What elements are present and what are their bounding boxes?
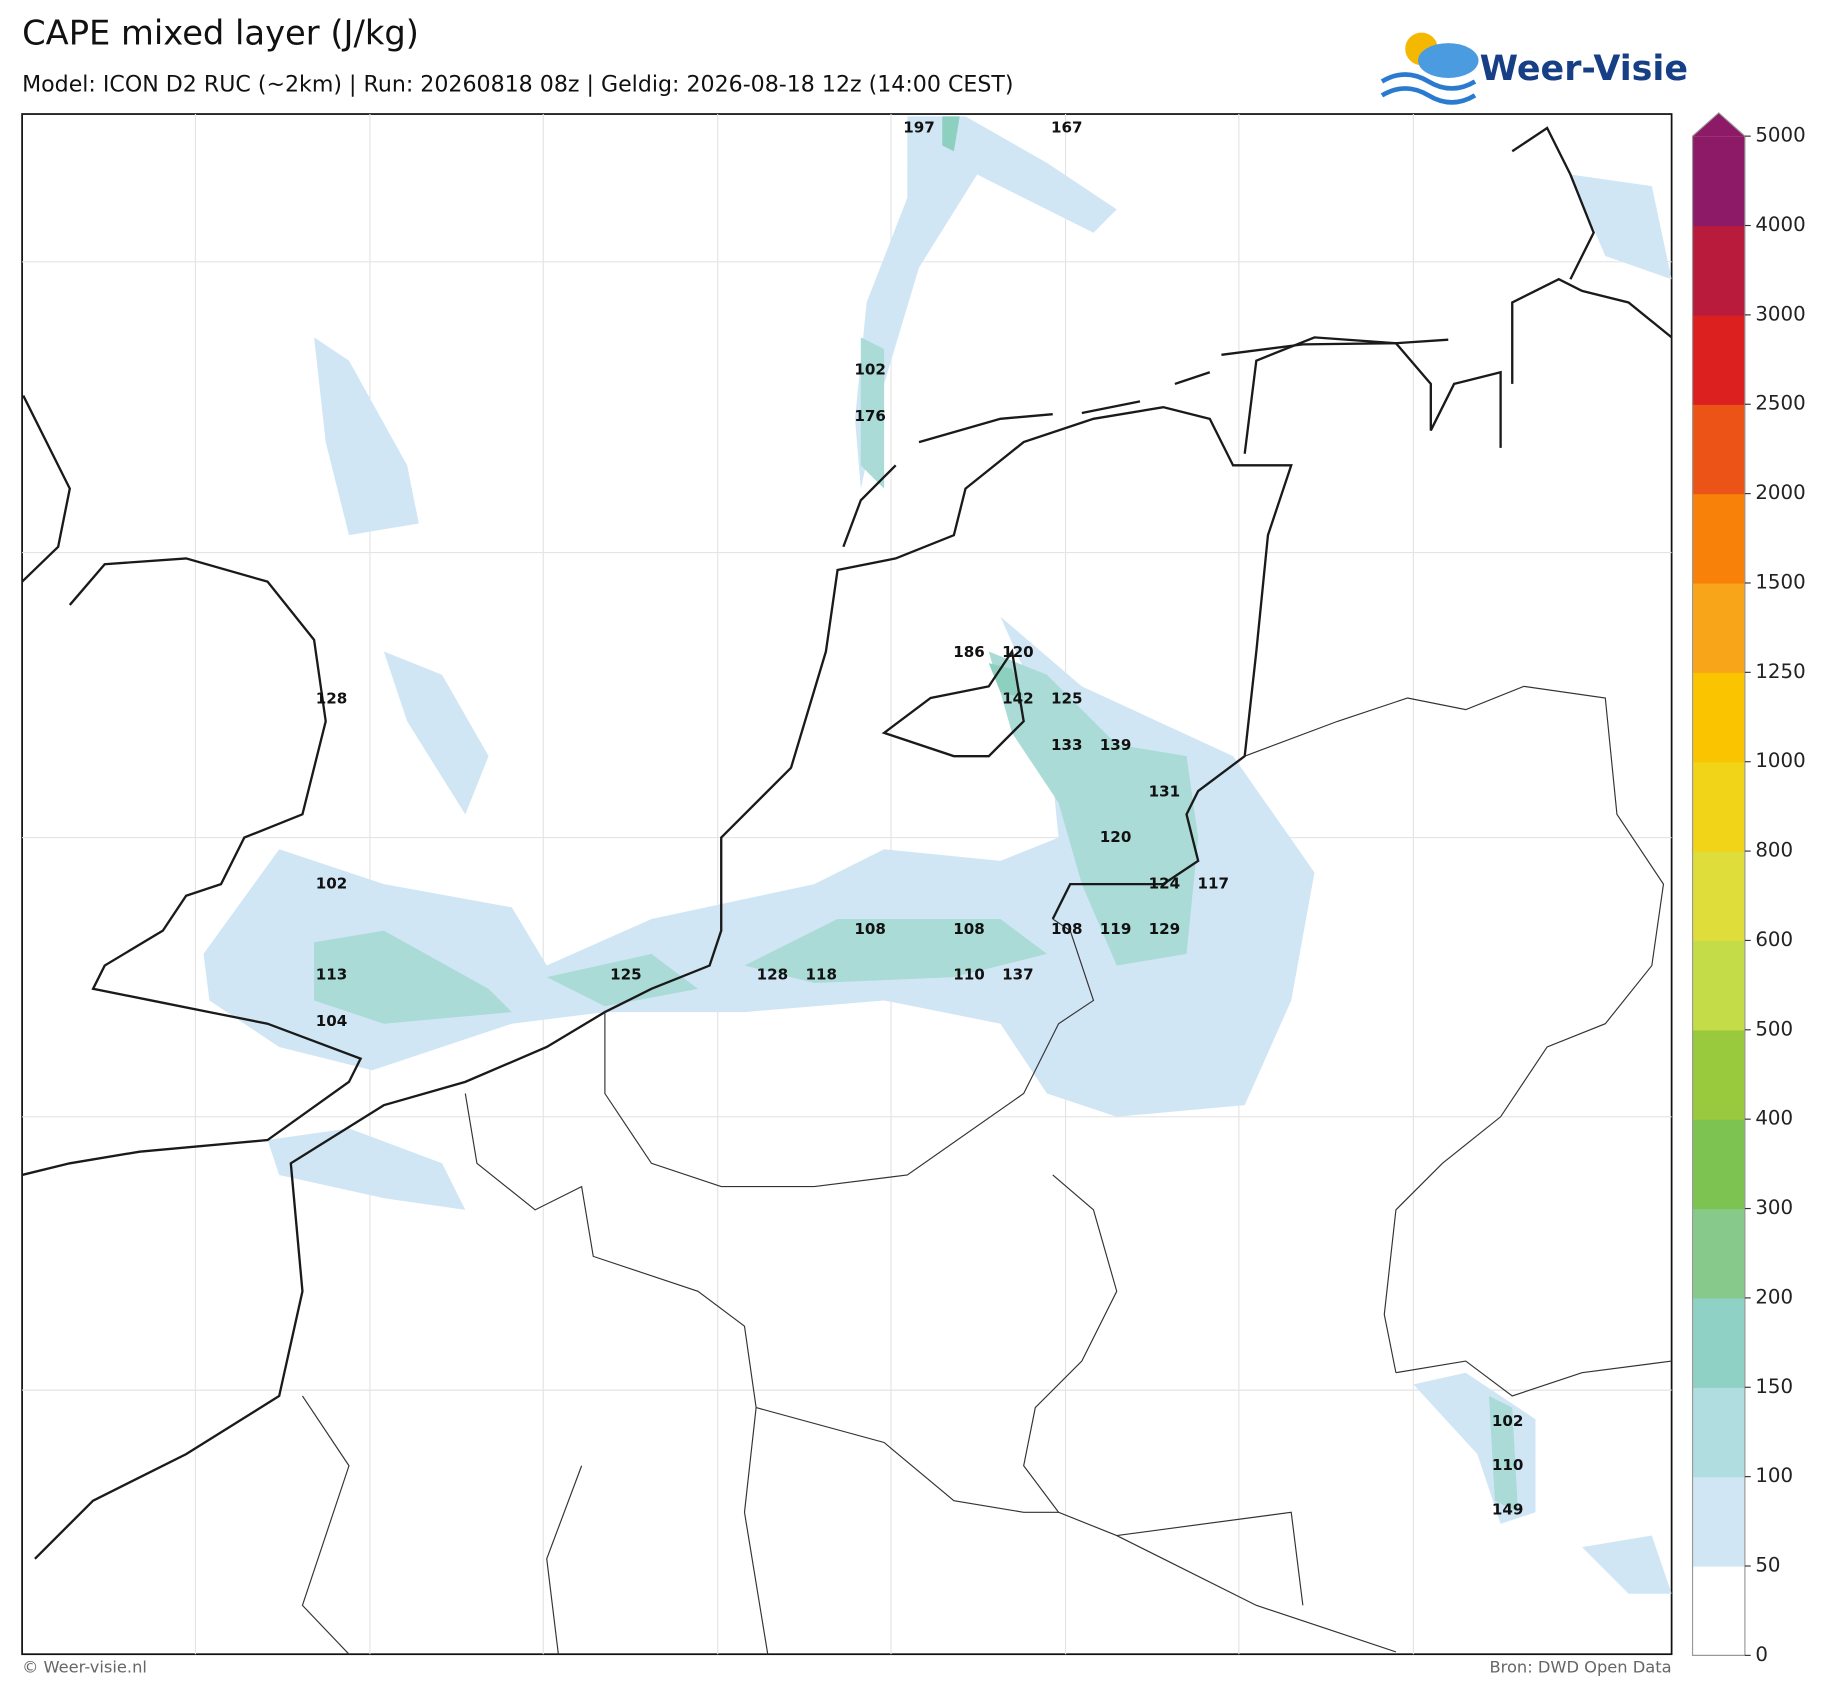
cape-value-label: 125 — [1051, 690, 1083, 708]
colorbar-segment — [1692, 1476, 1745, 1567]
colorbar-segment — [1692, 1387, 1745, 1478]
cape-value-label: 120 — [1002, 643, 1034, 661]
cape-value-label: 108 — [854, 920, 886, 938]
colorbar-segment — [1692, 314, 1745, 405]
colorbar-segment — [1692, 225, 1745, 316]
logo-text: Weer-Visie — [1480, 49, 1688, 89]
value-labels: 197 167 102 176 186 120 128 142 125 133 139 131 120 1… — [316, 119, 1524, 1519]
cape-value-label: 139 — [1100, 736, 1132, 754]
cape-value-label: 102 — [1492, 1412, 1524, 1430]
colorbar-tick-label: 100 — [1755, 1464, 1793, 1487]
cape-value-label: 137 — [1002, 965, 1034, 983]
colorbar-tick-label: 3000 — [1755, 302, 1805, 325]
colorbar-tick-label: 2500 — [1755, 392, 1805, 415]
cape-value-label: 119 — [1100, 920, 1132, 938]
cape-value-label: 197 — [903, 119, 935, 137]
borders — [301, 685, 1672, 1655]
colorbar-segment — [1692, 1119, 1745, 1210]
footer-right: Bron: DWD Open Data — [1489, 1658, 1671, 1677]
logo: Weer-Visie — [1380, 32, 1688, 105]
colorbar-segment — [1692, 136, 1745, 227]
colorbar-tick-label: 1250 — [1755, 660, 1805, 683]
cape-value-label: 125 — [610, 965, 642, 983]
cape-value-label: 108 — [1051, 920, 1083, 938]
cape-value-label: 128 — [757, 965, 789, 983]
cape-value-label: 104 — [316, 1012, 348, 1030]
cape-value-label: 110 — [953, 965, 985, 983]
colorbar-tick-label: 400 — [1755, 1107, 1793, 1130]
cape-field — [203, 116, 1672, 1594]
cape-value-label: 102 — [854, 360, 886, 378]
map-area: 197 167 102 176 186 120 128 142 125 133 139 131 120 1… — [21, 113, 1673, 1656]
cape-value-label: 186 — [953, 643, 985, 661]
colorbar-tick-label: 500 — [1755, 1017, 1793, 1040]
colorbar-segment — [1692, 851, 1745, 942]
cape-value-label: 133 — [1051, 736, 1083, 754]
cape-value-label: 167 — [1051, 119, 1083, 137]
colorbar-segment — [1692, 1208, 1745, 1299]
subtitle: Model: ICON D2 RUC (~2km) | Run: 2026081… — [22, 71, 1013, 97]
colorbar: 0 50 100 150 200 300 400 500 600 800 1000 1250 1500 2… — [1691, 112, 1806, 1666]
colorbar-tick-label: 800 — [1755, 839, 1793, 862]
cape-value-label: 108 — [953, 920, 985, 938]
colorbar-tick-label: 50 — [1755, 1554, 1780, 1577]
footer-left: © Weer-visie.nl — [22, 1658, 147, 1677]
colorbar-tick-label: 600 — [1755, 928, 1793, 951]
colorbar-segment — [1692, 940, 1745, 1031]
coastlines — [21, 126, 1673, 1560]
colorbar-segment — [1692, 404, 1745, 495]
cape-value-label: 129 — [1149, 920, 1181, 938]
colorbar-tick-label: 4000 — [1755, 213, 1805, 236]
colorbar-outline — [1691, 112, 1746, 1656]
colorbar-tick-label: 2000 — [1755, 481, 1805, 504]
colorbar-segment — [1692, 1029, 1745, 1120]
colorbar-tick-label: 300 — [1755, 1196, 1793, 1219]
cape-value-label: 124 — [1149, 875, 1181, 893]
colorbar-tick-label: 200 — [1755, 1285, 1793, 1308]
cape-value-label: 117 — [1198, 875, 1230, 893]
cape-value-label: 118 — [805, 965, 837, 983]
cape-value-label: 102 — [316, 875, 348, 893]
cape-value-label: 120 — [1100, 828, 1132, 846]
colorbar-segment — [1692, 1297, 1745, 1388]
cape-value-label: 176 — [854, 407, 886, 425]
colorbar-tick-label: 150 — [1755, 1375, 1793, 1398]
title: CAPE mixed layer (J/kg) — [22, 13, 419, 52]
cape-value-label: 128 — [316, 690, 348, 708]
colorbar-extend — [1692, 112, 1745, 137]
cape-value-label: 149 — [1492, 1500, 1524, 1518]
cape-value-label: 142 — [1002, 690, 1034, 708]
colorbar-segment — [1692, 672, 1745, 763]
cape-value-label: 131 — [1149, 783, 1181, 801]
cape-value-label: 113 — [316, 965, 348, 983]
colorbar-tick-label: 5000 — [1755, 124, 1805, 147]
colorbar-segment — [1692, 761, 1745, 852]
colorbar-tick-label: 1500 — [1755, 570, 1805, 593]
cape-value-label: 110 — [1492, 1456, 1524, 1474]
colorbar-tick-label: 1000 — [1755, 749, 1805, 772]
colorbar-tick-label: 0 — [1755, 1643, 1768, 1666]
colorbar-segment — [1692, 1566, 1745, 1656]
colorbar-segment — [1692, 493, 1745, 584]
colorbar-segment — [1692, 582, 1745, 673]
